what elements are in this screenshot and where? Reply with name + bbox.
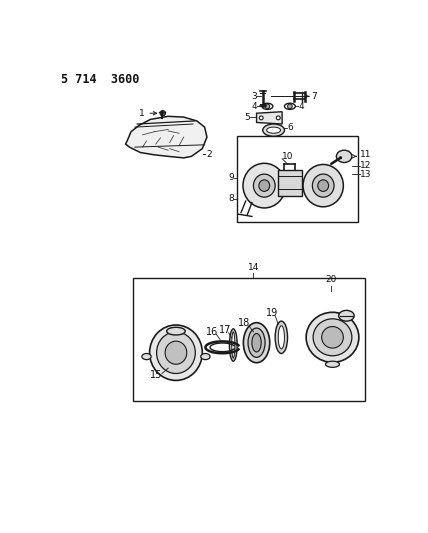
Ellipse shape	[248, 328, 265, 357]
Ellipse shape	[326, 361, 339, 367]
Ellipse shape	[322, 327, 343, 348]
Text: 4: 4	[252, 102, 257, 111]
Text: 4: 4	[298, 102, 304, 111]
Text: 7: 7	[311, 92, 317, 101]
Ellipse shape	[165, 341, 187, 364]
Ellipse shape	[285, 103, 295, 109]
Ellipse shape	[252, 334, 261, 352]
Ellipse shape	[232, 332, 235, 358]
Ellipse shape	[318, 180, 329, 191]
Text: 2: 2	[206, 150, 212, 158]
Text: 5 714  3600: 5 714 3600	[61, 73, 140, 86]
Text: 20: 20	[325, 275, 337, 284]
Circle shape	[276, 116, 280, 120]
Text: 10: 10	[282, 152, 294, 161]
Text: 3: 3	[252, 92, 257, 101]
Ellipse shape	[339, 310, 354, 321]
Text: 19: 19	[266, 308, 278, 318]
Ellipse shape	[253, 174, 275, 197]
Text: 8: 8	[228, 194, 234, 203]
Ellipse shape	[303, 165, 343, 207]
Text: 6: 6	[288, 123, 293, 132]
Ellipse shape	[142, 353, 151, 360]
Ellipse shape	[263, 124, 285, 136]
FancyArrow shape	[330, 157, 342, 165]
Text: 15: 15	[150, 370, 162, 380]
Text: 16: 16	[206, 327, 219, 337]
Ellipse shape	[229, 329, 237, 361]
Text: 9: 9	[228, 173, 234, 182]
Ellipse shape	[275, 321, 288, 353]
Ellipse shape	[259, 180, 270, 191]
Circle shape	[288, 104, 292, 109]
Ellipse shape	[312, 174, 334, 197]
Ellipse shape	[278, 326, 285, 349]
Ellipse shape	[243, 163, 285, 208]
Text: 13: 13	[360, 169, 372, 179]
Text: 11: 11	[360, 150, 372, 159]
Ellipse shape	[267, 127, 281, 133]
Ellipse shape	[150, 325, 202, 381]
Circle shape	[259, 116, 263, 120]
Ellipse shape	[336, 150, 352, 163]
Bar	[237, 136, 358, 222]
Ellipse shape	[166, 327, 185, 335]
Ellipse shape	[201, 353, 210, 360]
Text: 17: 17	[220, 325, 232, 335]
Ellipse shape	[313, 319, 352, 356]
Bar	[278, 170, 301, 196]
Bar	[133, 278, 365, 401]
Text: 14: 14	[248, 263, 259, 272]
Text: 5: 5	[244, 112, 250, 122]
Ellipse shape	[157, 332, 195, 374]
Text: 1: 1	[139, 109, 145, 118]
Polygon shape	[125, 116, 207, 158]
Ellipse shape	[244, 322, 270, 363]
Text: 18: 18	[238, 318, 250, 328]
Text: 12: 12	[360, 161, 372, 170]
Ellipse shape	[306, 312, 359, 362]
Polygon shape	[256, 112, 282, 124]
Circle shape	[265, 104, 270, 109]
Ellipse shape	[262, 103, 273, 109]
Circle shape	[160, 110, 166, 116]
